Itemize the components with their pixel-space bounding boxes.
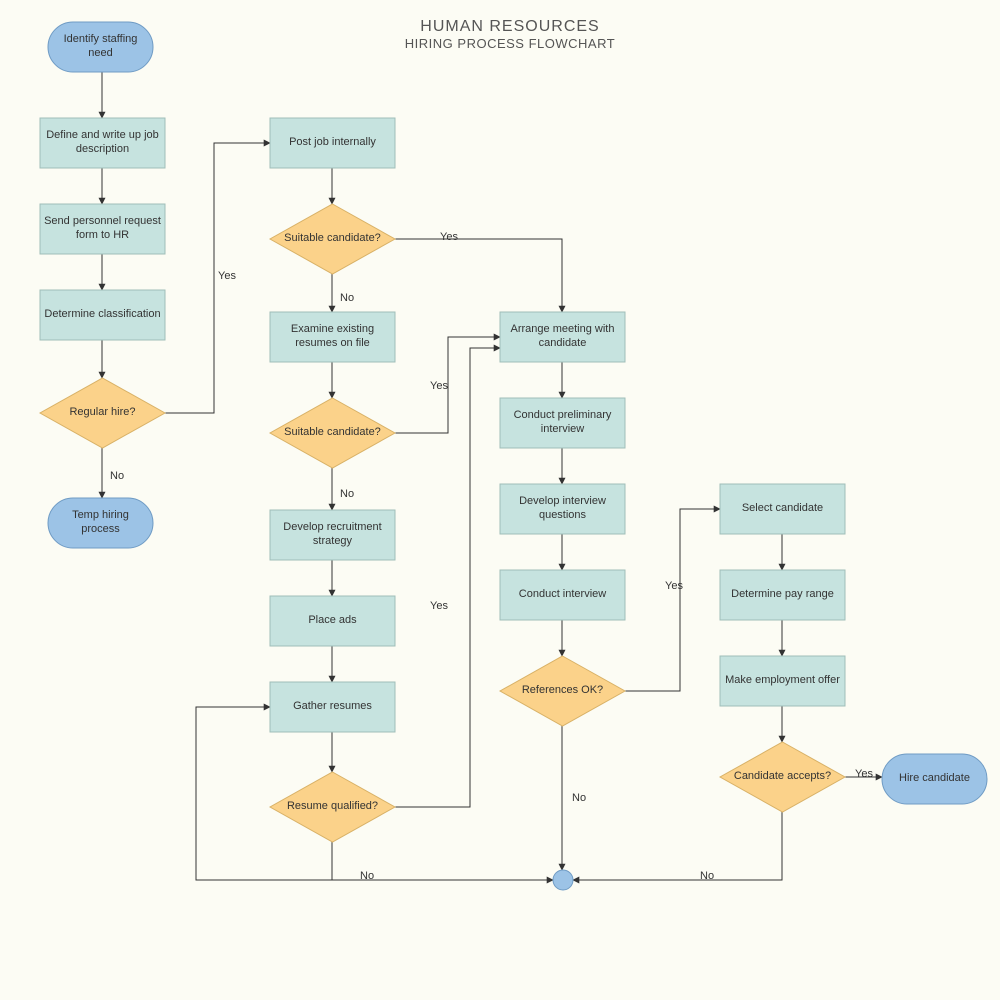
- node-label-n_send: Send personnel request form to HR: [40, 204, 165, 254]
- node-label-n_arr: Arrange meeting with candidate: [500, 312, 625, 362]
- edge-label: No: [110, 470, 124, 482]
- edge-label: Yes: [665, 580, 683, 592]
- node-label-n_hire: Hire candidate: [882, 754, 987, 804]
- node-label-n_acc: Candidate accepts?: [720, 742, 845, 812]
- edge-label: Yes: [440, 231, 458, 243]
- edge-label: No: [572, 792, 586, 804]
- flowchart-canvas: HUMAN RESOURCES HIRING PROCESS FLOWCHART…: [0, 0, 1000, 1000]
- node-label-n_exam: Examine existing resumes on file: [270, 312, 395, 362]
- node-label-n_prel: Conduct preliminary interview: [500, 398, 625, 448]
- node-label-n_suit1: Suitable candidate?: [270, 204, 395, 274]
- node-n_conn: [553, 870, 573, 890]
- node-label-n_resq: Resume qualified?: [270, 772, 395, 842]
- edge-label: Yes: [430, 380, 448, 392]
- edge-n_suit1-n_arr: [395, 239, 562, 312]
- node-label-n_temp: Temp hiring process: [48, 498, 153, 548]
- node-label-n_suit2: Suitable candidate?: [270, 398, 395, 468]
- node-label-n_sel: Select candidate: [720, 484, 845, 534]
- node-label-n_devq: Develop interview questions: [500, 484, 625, 534]
- node-label-n_define: Define and write up job description: [40, 118, 165, 168]
- edge-label: No: [340, 292, 354, 304]
- edge-label: Yes: [218, 270, 236, 282]
- node-label-n_start: Identify staffing need: [48, 22, 153, 72]
- node-label-n_post: Post job internally: [270, 118, 395, 168]
- node-label-n_class: Determine classification: [40, 290, 165, 340]
- edge-label: Yes: [855, 768, 873, 780]
- node-label-n_gather: Gather resumes: [270, 682, 395, 732]
- edge-label: No: [360, 870, 374, 882]
- edge-label: Yes: [430, 600, 448, 612]
- node-label-n_recruit: Develop recruitment strategy: [270, 510, 395, 560]
- edge-n_refs-n_sel: [625, 509, 720, 691]
- node-label-n_offer: Make employment offer: [720, 656, 845, 706]
- edge-label: No: [340, 488, 354, 500]
- node-label-n_cond: Conduct interview: [500, 570, 625, 620]
- node-label-n_refs: References OK?: [500, 656, 625, 726]
- edge-label: No: [700, 870, 714, 882]
- node-label-n_ads: Place ads: [270, 596, 395, 646]
- node-label-n_pay: Determine pay range: [720, 570, 845, 620]
- node-label-n_reg: Regular hire?: [40, 378, 165, 448]
- edge-n_acc-n_conn: [573, 812, 782, 880]
